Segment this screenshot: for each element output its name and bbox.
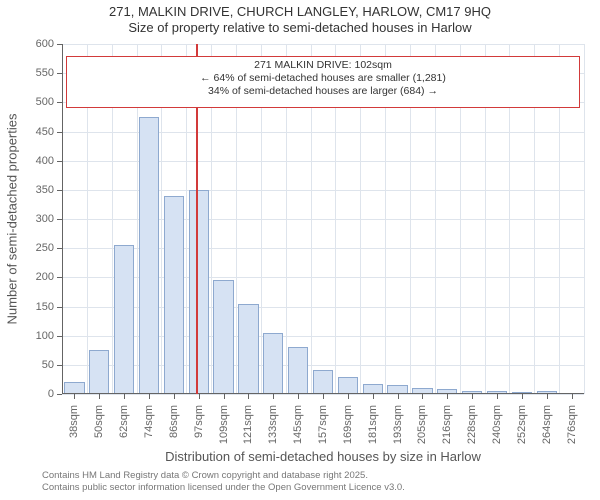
x-tick <box>547 394 548 399</box>
y-tick-label: 450 <box>14 126 54 138</box>
x-tick <box>124 394 125 399</box>
gridline-v <box>584 44 585 394</box>
chart-title-line1: 271, MALKIN DRIVE, CHURCH LANGLEY, HARLO… <box>0 4 600 20</box>
x-tick-label: 276sqm <box>566 405 578 444</box>
x-tick <box>472 394 473 399</box>
y-tick-label: 150 <box>14 301 54 313</box>
x-tick <box>422 394 423 399</box>
x-tick <box>248 394 249 399</box>
footer-attribution: Contains HM Land Registry data © Crown c… <box>42 470 405 495</box>
x-tick-label: 38sqm <box>68 405 80 438</box>
x-tick <box>224 394 225 399</box>
x-tick-label: 264sqm <box>541 405 553 444</box>
y-tick-label: 600 <box>14 38 54 50</box>
histogram-bar <box>189 190 209 394</box>
histogram-bar <box>114 245 134 394</box>
x-tick <box>199 394 200 399</box>
chart-root: { "layout": { "width": 600, "height": 50… <box>0 0 600 500</box>
callout-box: 271 MALKIN DRIVE: 102sqm← 64% of semi-de… <box>66 56 580 109</box>
histogram-bar <box>313 370 333 395</box>
x-tick <box>522 394 523 399</box>
callout-line: 34% of semi-detached houses are larger (… <box>71 85 575 98</box>
x-tick <box>174 394 175 399</box>
x-tick <box>323 394 324 399</box>
callout-line: 271 MALKIN DRIVE: 102sqm <box>71 59 575 72</box>
x-tick <box>74 394 75 399</box>
x-tick <box>398 394 399 399</box>
y-tick-label: 100 <box>14 330 54 342</box>
y-tick-label: 500 <box>14 96 54 108</box>
x-tick <box>373 394 374 399</box>
x-tick-label: 228sqm <box>466 405 478 444</box>
x-tick-label: 74sqm <box>143 405 155 438</box>
x-tick-label: 86sqm <box>168 405 180 438</box>
y-tick-label: 550 <box>14 67 54 79</box>
x-tick-label: 181sqm <box>367 405 379 444</box>
y-tick <box>57 394 62 395</box>
y-tick-label: 200 <box>14 271 54 283</box>
x-tick-label: 252sqm <box>516 405 528 444</box>
x-tick-label: 62sqm <box>118 405 130 438</box>
x-tick-label: 121sqm <box>242 405 254 444</box>
histogram-bar <box>338 377 358 395</box>
y-axis-line <box>62 44 63 394</box>
x-tick-label: 205sqm <box>416 405 428 444</box>
x-tick-label: 133sqm <box>267 405 279 444</box>
x-tick-label: 97sqm <box>193 405 205 438</box>
plot-area: 05010015020025030035040045050055060038sq… <box>62 44 584 394</box>
x-tick-label: 240sqm <box>491 405 503 444</box>
callout-line: ← 64% of semi-detached houses are smalle… <box>71 72 575 85</box>
y-tick-label: 250 <box>14 242 54 254</box>
x-axis-label: Distribution of semi-detached houses by … <box>62 449 584 464</box>
x-tick-label: 216sqm <box>441 405 453 444</box>
x-tick-label: 169sqm <box>342 405 354 444</box>
x-tick <box>273 394 274 399</box>
histogram-bar <box>263 333 283 394</box>
x-tick <box>348 394 349 399</box>
x-axis-line <box>62 393 584 394</box>
footer-line1: Contains HM Land Registry data © Crown c… <box>42 470 405 482</box>
y-tick-label: 0 <box>14 388 54 400</box>
chart-title-block: 271, MALKIN DRIVE, CHURCH LANGLEY, HARLO… <box>0 4 600 37</box>
y-tick-label: 400 <box>14 155 54 167</box>
x-tick <box>497 394 498 399</box>
histogram-bar <box>288 347 308 394</box>
histogram-bar <box>89 350 109 394</box>
histogram-bar <box>213 280 233 394</box>
x-tick <box>149 394 150 399</box>
x-tick <box>447 394 448 399</box>
x-tick-label: 193sqm <box>392 405 404 444</box>
x-tick-label: 109sqm <box>218 405 230 444</box>
chart-title-line2: Size of property relative to semi-detach… <box>0 20 600 36</box>
x-tick-label: 157sqm <box>317 405 329 444</box>
x-tick <box>99 394 100 399</box>
y-tick-label: 350 <box>14 184 54 196</box>
x-tick-label: 145sqm <box>292 405 304 444</box>
histogram-bar <box>238 304 258 394</box>
x-tick-label: 50sqm <box>93 405 105 438</box>
x-tick <box>572 394 573 399</box>
histogram-bar <box>164 196 184 394</box>
footer-line2: Contains public sector information licen… <box>42 482 405 494</box>
gridline-h <box>62 44 584 45</box>
x-tick <box>298 394 299 399</box>
histogram-bar <box>139 117 159 394</box>
y-tick-label: 50 <box>14 359 54 371</box>
plot-inner: 05010015020025030035040045050055060038sq… <box>62 44 584 394</box>
y-tick-label: 300 <box>14 213 54 225</box>
